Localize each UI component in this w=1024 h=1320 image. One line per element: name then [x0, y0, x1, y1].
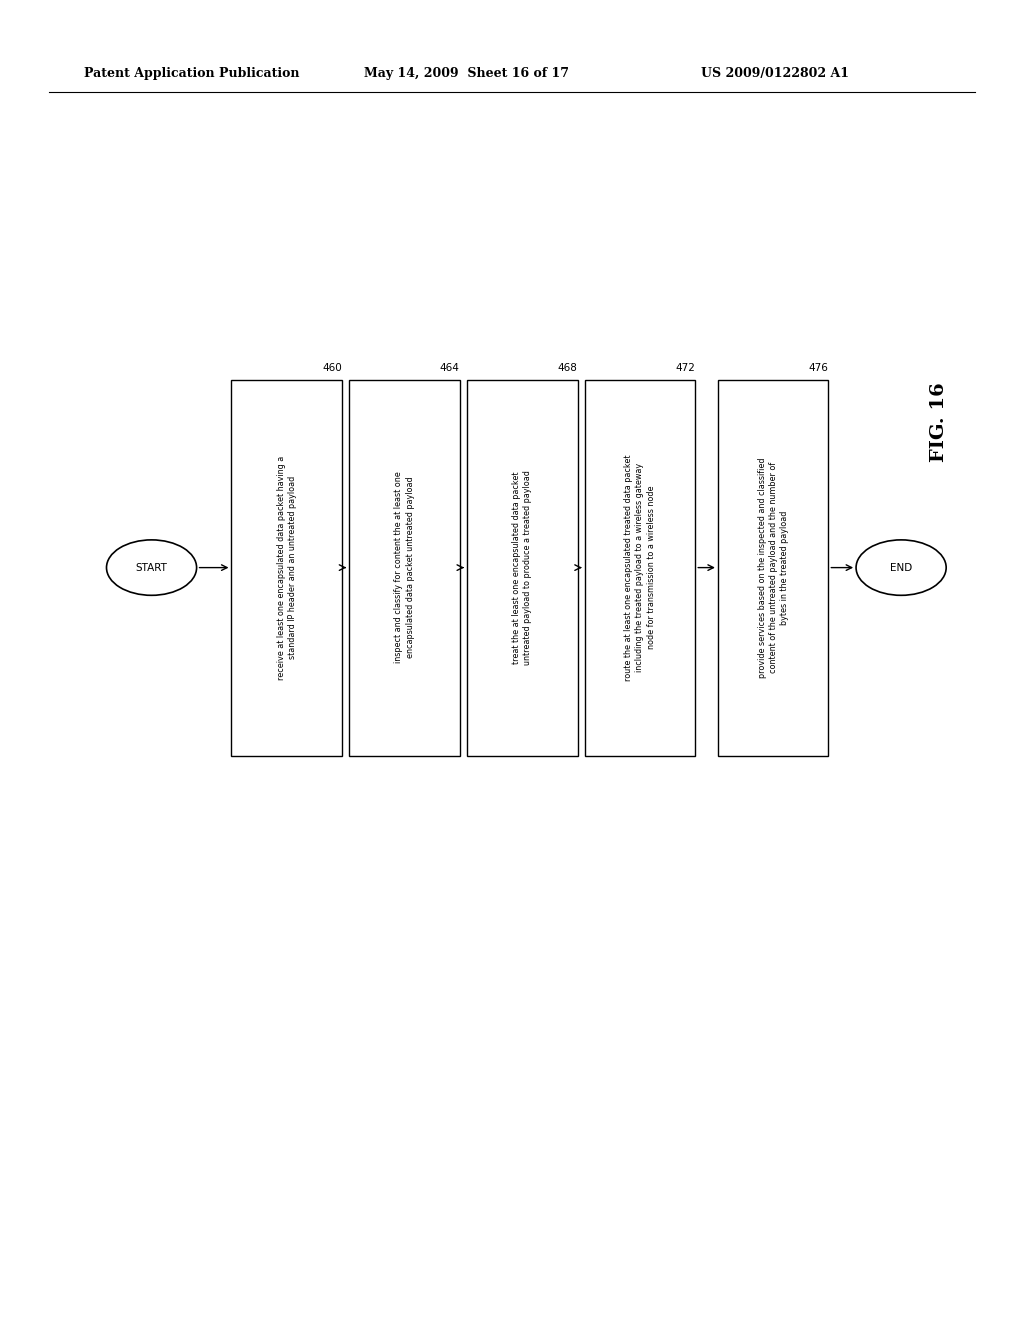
Text: 476: 476 [809, 363, 828, 374]
Text: 460: 460 [323, 363, 342, 374]
Text: US 2009/0122802 A1: US 2009/0122802 A1 [701, 67, 850, 81]
Text: May 14, 2009  Sheet 16 of 17: May 14, 2009 Sheet 16 of 17 [364, 67, 568, 81]
Text: provide services based on the inspected and classified
content of the untreated : provide services based on the inspected … [758, 457, 788, 678]
Bar [231, 380, 342, 755]
Bar [718, 380, 828, 755]
Text: route the at least one encapsulated treated data packet
including the treated pa: route the at least one encapsulated trea… [625, 454, 655, 681]
Text: 472: 472 [676, 363, 695, 374]
Text: 468: 468 [558, 363, 578, 374]
Text: treat the at least one encapsulated data packet
untreated payload to produce a t: treat the at least one encapsulated data… [512, 470, 532, 665]
Bar [467, 380, 578, 755]
Text: receive at least one encapsulated data packet having a
standard IP header and an: receive at least one encapsulated data p… [276, 455, 297, 680]
Bar [349, 380, 460, 755]
Text: inspect and classify for content the at least one
encapsulated data packet untre: inspect and classify for content the at … [394, 471, 415, 664]
Text: Patent Application Publication: Patent Application Publication [84, 67, 299, 81]
Text: FIG. 16: FIG. 16 [930, 383, 948, 462]
Text: 464: 464 [440, 363, 460, 374]
Text: END: END [890, 562, 912, 573]
Bar [585, 380, 695, 755]
Text: START: START [135, 562, 168, 573]
